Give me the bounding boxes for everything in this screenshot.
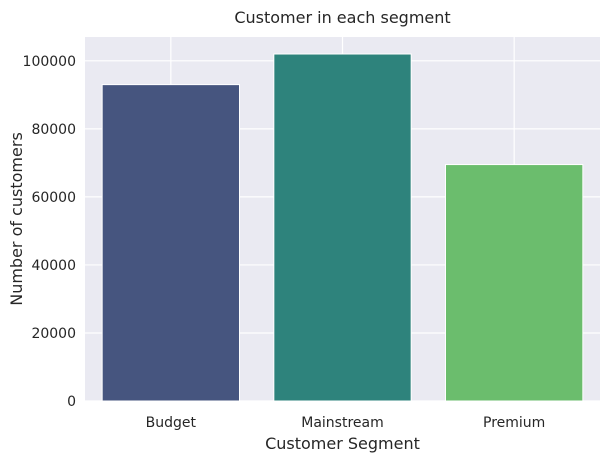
x-tick-label: Premium [483,415,545,431]
bars [101,53,584,402]
y-tick-label: 80000 [31,122,76,138]
y-tick-label: 100000 [23,54,76,70]
x-axis-label: Customer Segment [265,434,420,453]
x-tick-label: Mainstream [301,415,383,431]
bar-budget [101,84,240,402]
x-tick-label: Budget [146,415,197,431]
bar-mainstream [273,53,412,402]
x-axis-ticks: Budget Mainstream Premium [146,415,546,431]
bar-premium [445,164,584,402]
y-tick-label: 40000 [31,258,76,274]
y-tick-label: 60000 [31,190,76,206]
y-tick-label: 0 [67,394,76,410]
chart-title: Customer in each segment [234,8,450,27]
y-tick-label: 20000 [31,326,76,342]
y-axis-label: Number of customers [7,132,26,306]
y-axis-ticks: 0 20000 40000 60000 80000 100000 [23,54,76,410]
